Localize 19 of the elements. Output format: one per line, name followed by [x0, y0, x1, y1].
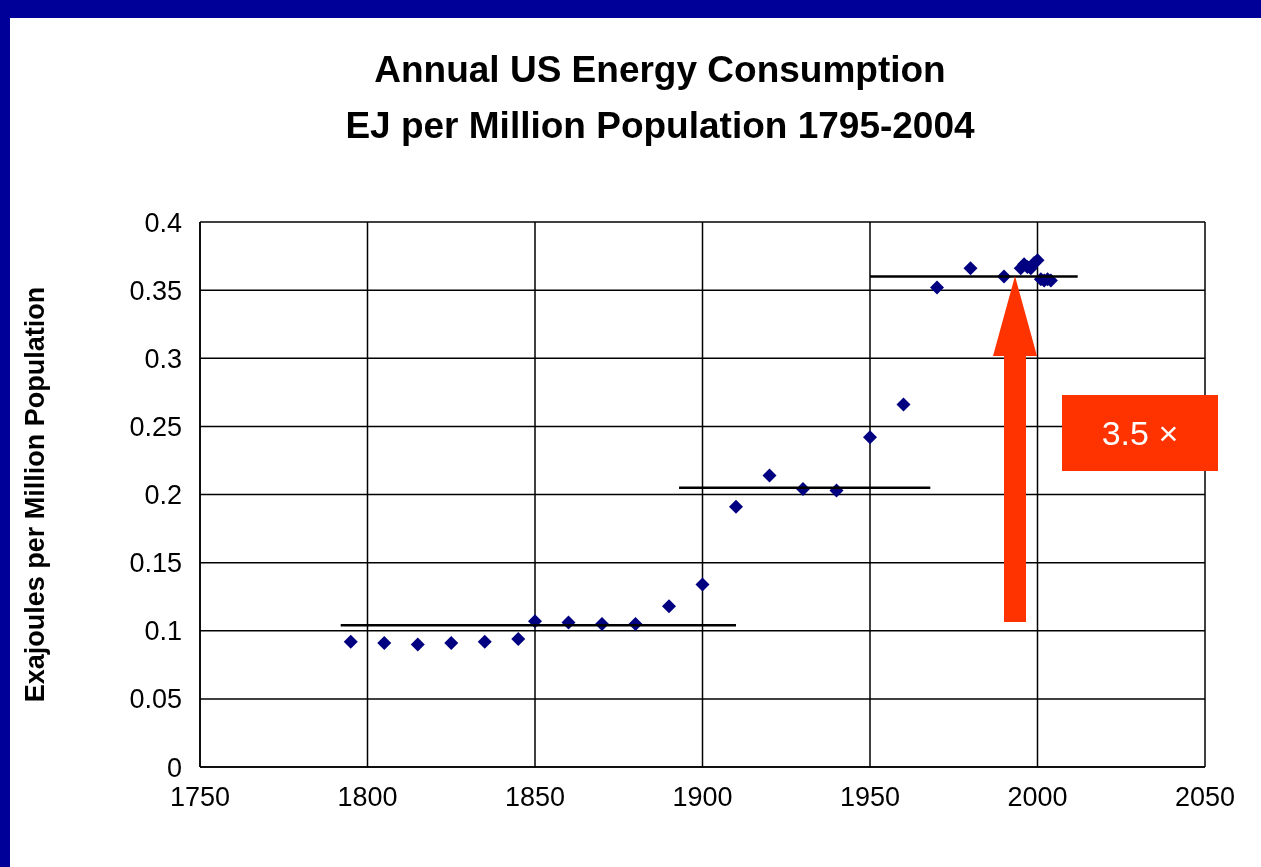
x-tick-label: 1800 [337, 782, 398, 813]
y-tick-label: 0.4 [144, 207, 182, 238]
y-tick-label: 0.05 [129, 684, 182, 715]
y-axis-title: Exajoules per Million Population [19, 286, 50, 703]
y-tick-label: 0.35 [129, 275, 182, 306]
x-tick-label: 1850 [504, 782, 566, 813]
y-tick-label: 0 [166, 752, 182, 783]
x-tick-label: 1750 [169, 782, 231, 813]
y-tick-label: 0.3 [144, 343, 182, 374]
x-tick-label: 1900 [672, 782, 733, 813]
x-tick-label: 2050 [1174, 782, 1236, 813]
y-tick-label: 0.2 [144, 480, 182, 511]
annotation: 3.5 × [1062, 395, 1218, 471]
y-tick-label: 0.15 [129, 548, 182, 579]
y-tick-label: 0.1 [144, 616, 182, 647]
x-tick-label: 2000 [1007, 782, 1068, 813]
x-tick-label: 1950 [839, 782, 901, 813]
y-tick-label: 0.25 [129, 411, 182, 442]
chart-title: Annual US Energy Consumption EJ per Million Population 1795-2004 [344, 48, 976, 148]
